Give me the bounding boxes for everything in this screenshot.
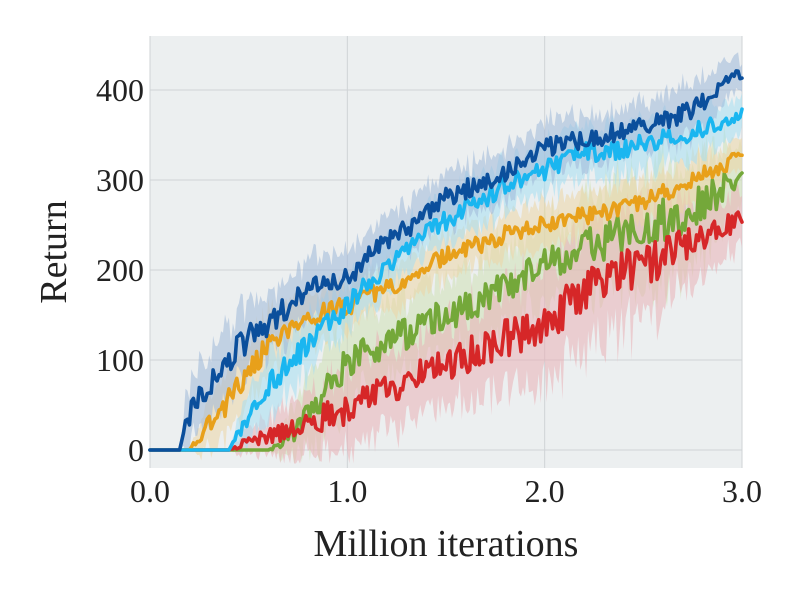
series-2-band — [150, 88, 742, 456]
x-tick-label: 1.0 — [327, 473, 367, 509]
series-2-line — [148, 107, 744, 452]
series-4-line — [148, 171, 744, 452]
x-tick-labels: 0.0 1.0 2.0 3.0 — [130, 473, 762, 509]
y-tick-label: 100 — [96, 342, 144, 378]
y-tick-label: 300 — [96, 162, 144, 198]
y-tick-label: 0 — [128, 432, 144, 468]
x-tick-label: 0.0 — [130, 473, 170, 509]
series-lines — [148, 69, 744, 452]
series-5-line — [148, 210, 744, 452]
y-tick-labels: 0 100 200 300 400 — [96, 72, 144, 468]
series-3-line — [148, 151, 744, 452]
x-tick-label: 3.0 — [722, 473, 762, 509]
x-tick-label: 2.0 — [525, 473, 565, 509]
series-1-line — [148, 69, 744, 452]
y-tick-label: 200 — [96, 252, 144, 288]
y-axis-label: Return — [33, 200, 75, 303]
y-tick-label: 400 — [96, 72, 144, 108]
x-axis-label: Million iterations — [314, 523, 579, 565]
